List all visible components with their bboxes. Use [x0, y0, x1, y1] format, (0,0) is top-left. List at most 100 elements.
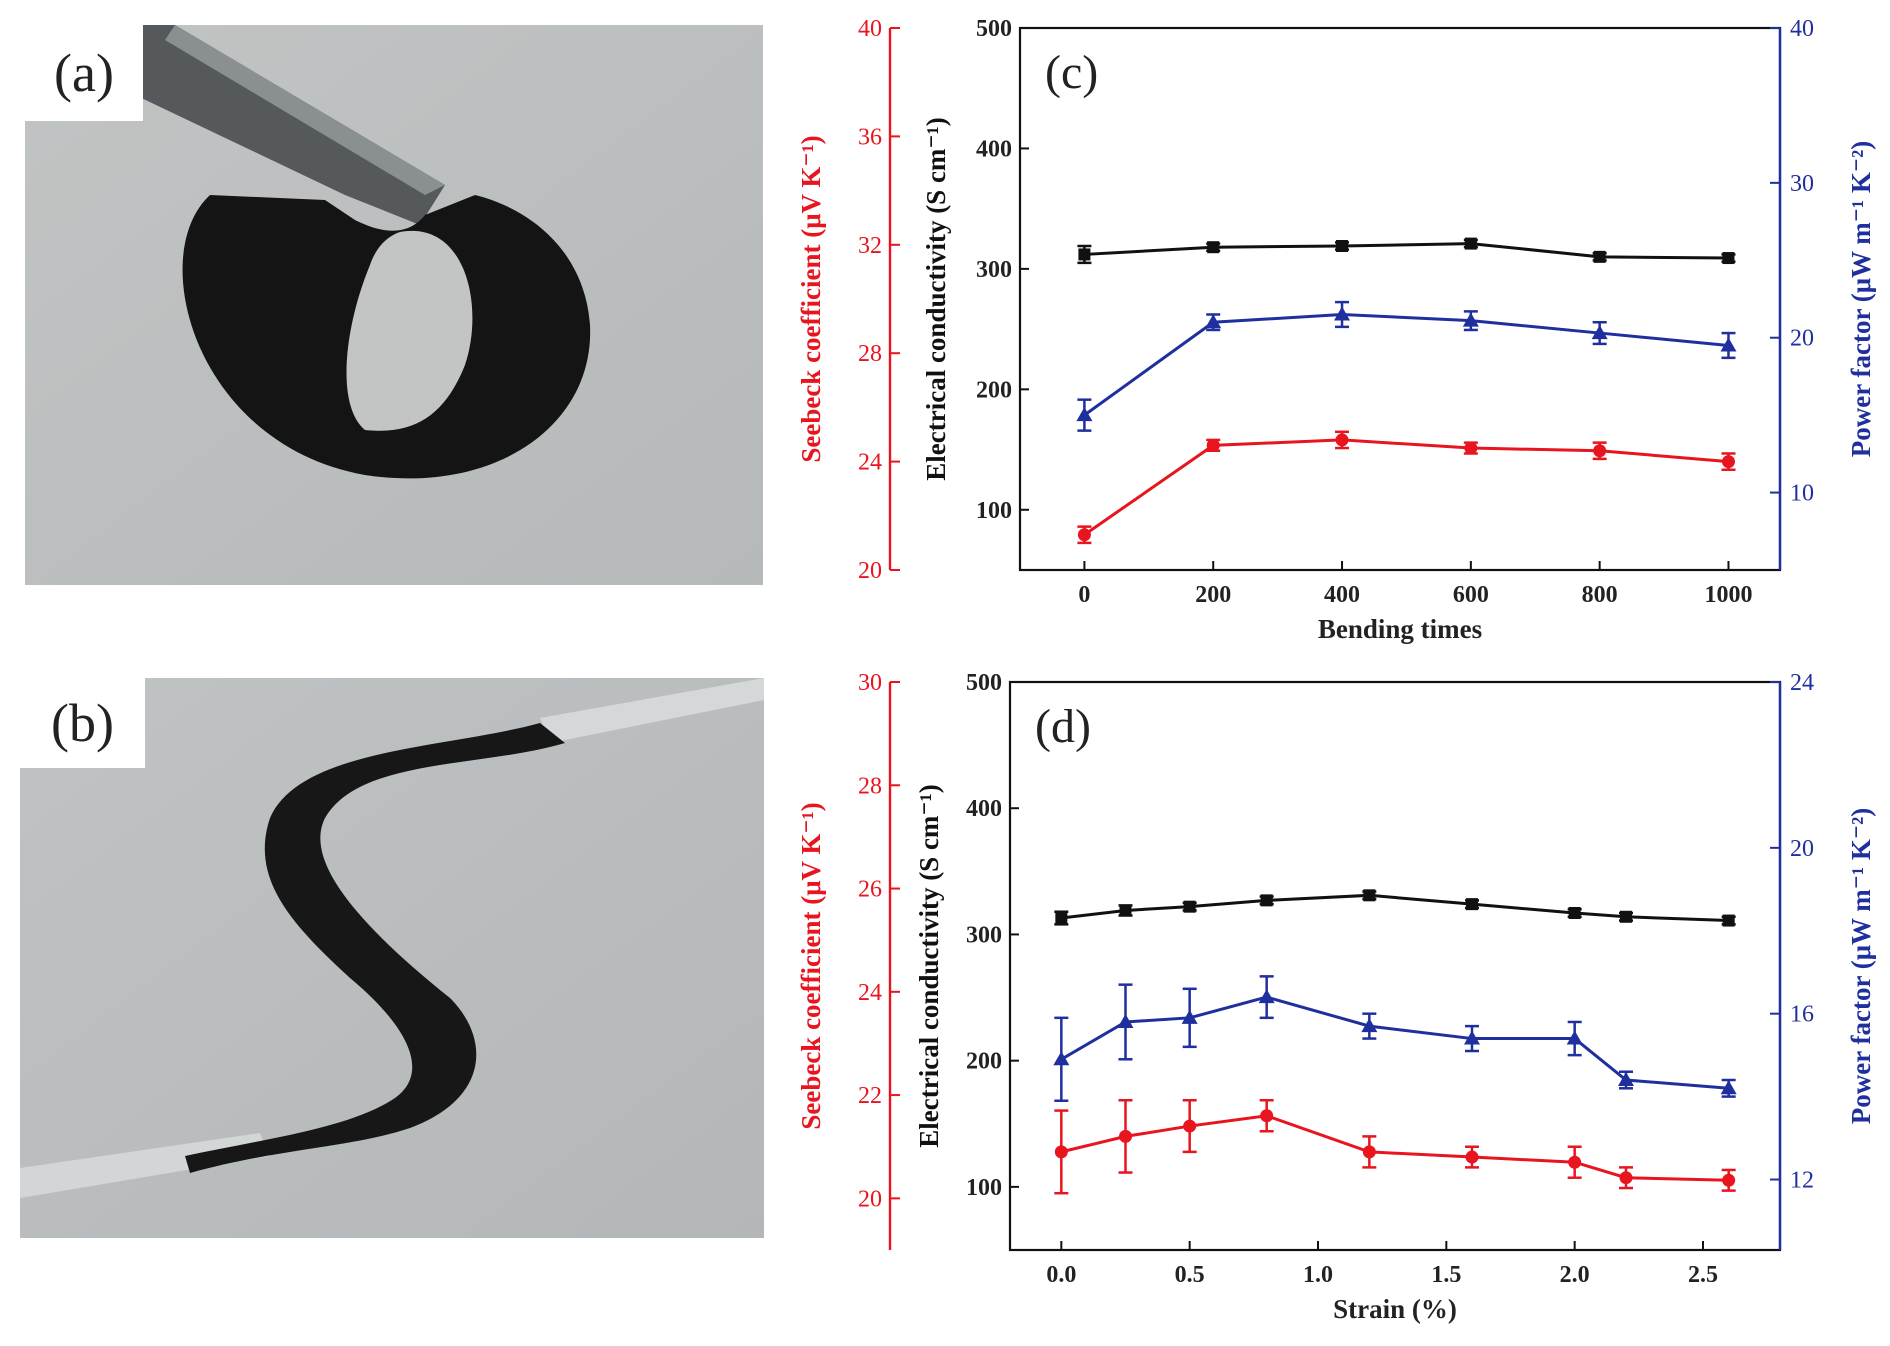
- panel-label-a: (a): [25, 25, 143, 121]
- seebeck-marker: [1568, 1155, 1582, 1169]
- plot-frame: [1018, 26, 1782, 572]
- photo-a-bent-film: [25, 25, 763, 585]
- seebeck-tick-label: 30: [858, 670, 882, 696]
- seebeck-marker: [1077, 528, 1091, 542]
- conductivity-marker: [1078, 248, 1091, 261]
- conductivity-marker: [1593, 250, 1606, 263]
- seebeck-marker: [1119, 1129, 1132, 1143]
- power-tick-label: 40: [1790, 16, 1814, 42]
- panel-label-b: (b): [20, 678, 145, 768]
- x-axis-label: Bending times: [1318, 614, 1482, 644]
- power-axis-label: Power factor (μW m⁻¹ K⁻²): [1846, 808, 1876, 1124]
- conductivity-tick-label: 300: [976, 257, 1012, 283]
- x-tick-label: 0.5: [1175, 1262, 1205, 1288]
- conductivity-axis-label: Electrical conductivity (S cm⁻¹): [914, 784, 944, 1148]
- power-marker: [1117, 1013, 1134, 1028]
- power-tick-label: 20: [1790, 326, 1814, 352]
- seebeck-marker: [1722, 1173, 1736, 1187]
- conductivity-axis-label: Electrical conductivity (S cm⁻¹): [921, 117, 951, 481]
- seebeck-series-line: [1083, 438, 1729, 537]
- seebeck-tick-label: 20: [858, 558, 882, 584]
- conductivity-marker: [1464, 237, 1477, 250]
- seebeck-tick-label: 32: [858, 233, 882, 259]
- conductivity-marker: [1336, 240, 1349, 253]
- power-marker: [1361, 1018, 1378, 1033]
- conductivity-tick-label: 500: [966, 670, 1002, 696]
- power-tick-label: 12: [1790, 1168, 1814, 1194]
- seebeck-tick-label: 28: [858, 341, 882, 367]
- plot-frame: [1008, 680, 1782, 1252]
- x-tick-label: 0.0: [1046, 1262, 1076, 1288]
- power-marker: [1618, 1072, 1634, 1087]
- seebeck-tick-label: 20: [858, 1186, 882, 1212]
- conductivity-series-line: [1084, 242, 1729, 260]
- power-tick-label: 20: [1790, 836, 1814, 862]
- seebeck-marker: [1465, 1150, 1479, 1164]
- panel-label: (d): [1035, 700, 1091, 753]
- seebeck-marker: [1206, 438, 1220, 452]
- power-tick-label: 10: [1790, 481, 1814, 507]
- power-marker: [1258, 989, 1275, 1004]
- power-marker: [1181, 1009, 1198, 1024]
- power-marker: [1334, 306, 1351, 321]
- seebeck-tick-label: 26: [858, 877, 882, 903]
- conductivity-series-line: [1061, 893, 1729, 923]
- power-marker: [1462, 312, 1479, 327]
- seebeck-marker: [1054, 1145, 1068, 1159]
- power-marker: [1566, 1030, 1583, 1045]
- x-tick-label: 0: [1078, 582, 1090, 608]
- panel-label: (c): [1045, 46, 1098, 99]
- conductivity-marker: [1183, 900, 1196, 913]
- conductivity-marker: [1722, 252, 1735, 265]
- conductivity-tick-label: 400: [966, 796, 1002, 822]
- seebeck-tick-label: 40: [858, 16, 882, 42]
- seebeck-marker: [1593, 444, 1607, 458]
- power-marker: [1720, 337, 1737, 352]
- seebeck-marker: [1362, 1145, 1376, 1159]
- x-axis-label: Strain (%): [1333, 1294, 1457, 1324]
- conductivity-marker: [1207, 241, 1220, 254]
- x-tick-label: 1.0: [1303, 1262, 1333, 1288]
- photo-b-s-bent-film: [20, 678, 764, 1238]
- seebeck-marker: [1464, 441, 1478, 455]
- seebeck-series-line: [1060, 1114, 1729, 1182]
- power-marker: [1205, 314, 1222, 329]
- power-marker: [1720, 1080, 1737, 1095]
- seebeck-marker: [1335, 433, 1349, 447]
- x-tick-label: 400: [1324, 582, 1360, 608]
- conductivity-tick-label: 500: [976, 16, 1012, 42]
- conductivity-marker: [1620, 910, 1632, 923]
- seebeck-tick-label: 24: [858, 450, 882, 476]
- conductivity-tick-label: 400: [976, 136, 1012, 162]
- power-marker: [1591, 325, 1608, 340]
- seebeck-marker: [1260, 1109, 1274, 1123]
- power-axis-label: Power factor (μW m⁻¹ K⁻²): [1846, 141, 1876, 457]
- x-tick-label: 1.5: [1431, 1262, 1461, 1288]
- power-marker: [1053, 1051, 1070, 1066]
- conductivity-marker: [1260, 894, 1273, 907]
- conductivity-marker: [1466, 898, 1478, 911]
- x-tick-label: 200: [1195, 582, 1231, 608]
- power-series-line: [1060, 995, 1729, 1090]
- power-marker: [1464, 1030, 1480, 1045]
- conductivity-tick-label: 200: [976, 377, 1012, 403]
- power-tick-label: 30: [1790, 171, 1814, 197]
- conductivity-tick-label: 300: [966, 922, 1002, 948]
- conductivity-marker: [1568, 906, 1581, 919]
- conductivity-marker: [1055, 912, 1068, 925]
- seebeck-axis-label: Seebeck coefficient (μV K⁻¹): [796, 135, 826, 462]
- seebeck-marker: [1619, 1171, 1633, 1185]
- power-tick-label: 24: [1790, 670, 1814, 696]
- power-tick-label: 16: [1790, 1002, 1814, 1028]
- power-series-line: [1083, 312, 1729, 417]
- seebeck-tick-label: 24: [858, 980, 882, 1006]
- x-tick-label: 2.5: [1688, 1262, 1718, 1288]
- seebeck-tick-label: 28: [858, 773, 882, 799]
- power-marker: [1076, 407, 1093, 422]
- conductivity-marker: [1722, 914, 1735, 927]
- conductivity-tick-label: 100: [976, 498, 1012, 524]
- x-tick-label: 800: [1582, 582, 1618, 608]
- conductivity-marker: [1363, 889, 1376, 902]
- conductivity-marker: [1119, 904, 1132, 917]
- seebeck-marker: [1183, 1119, 1197, 1133]
